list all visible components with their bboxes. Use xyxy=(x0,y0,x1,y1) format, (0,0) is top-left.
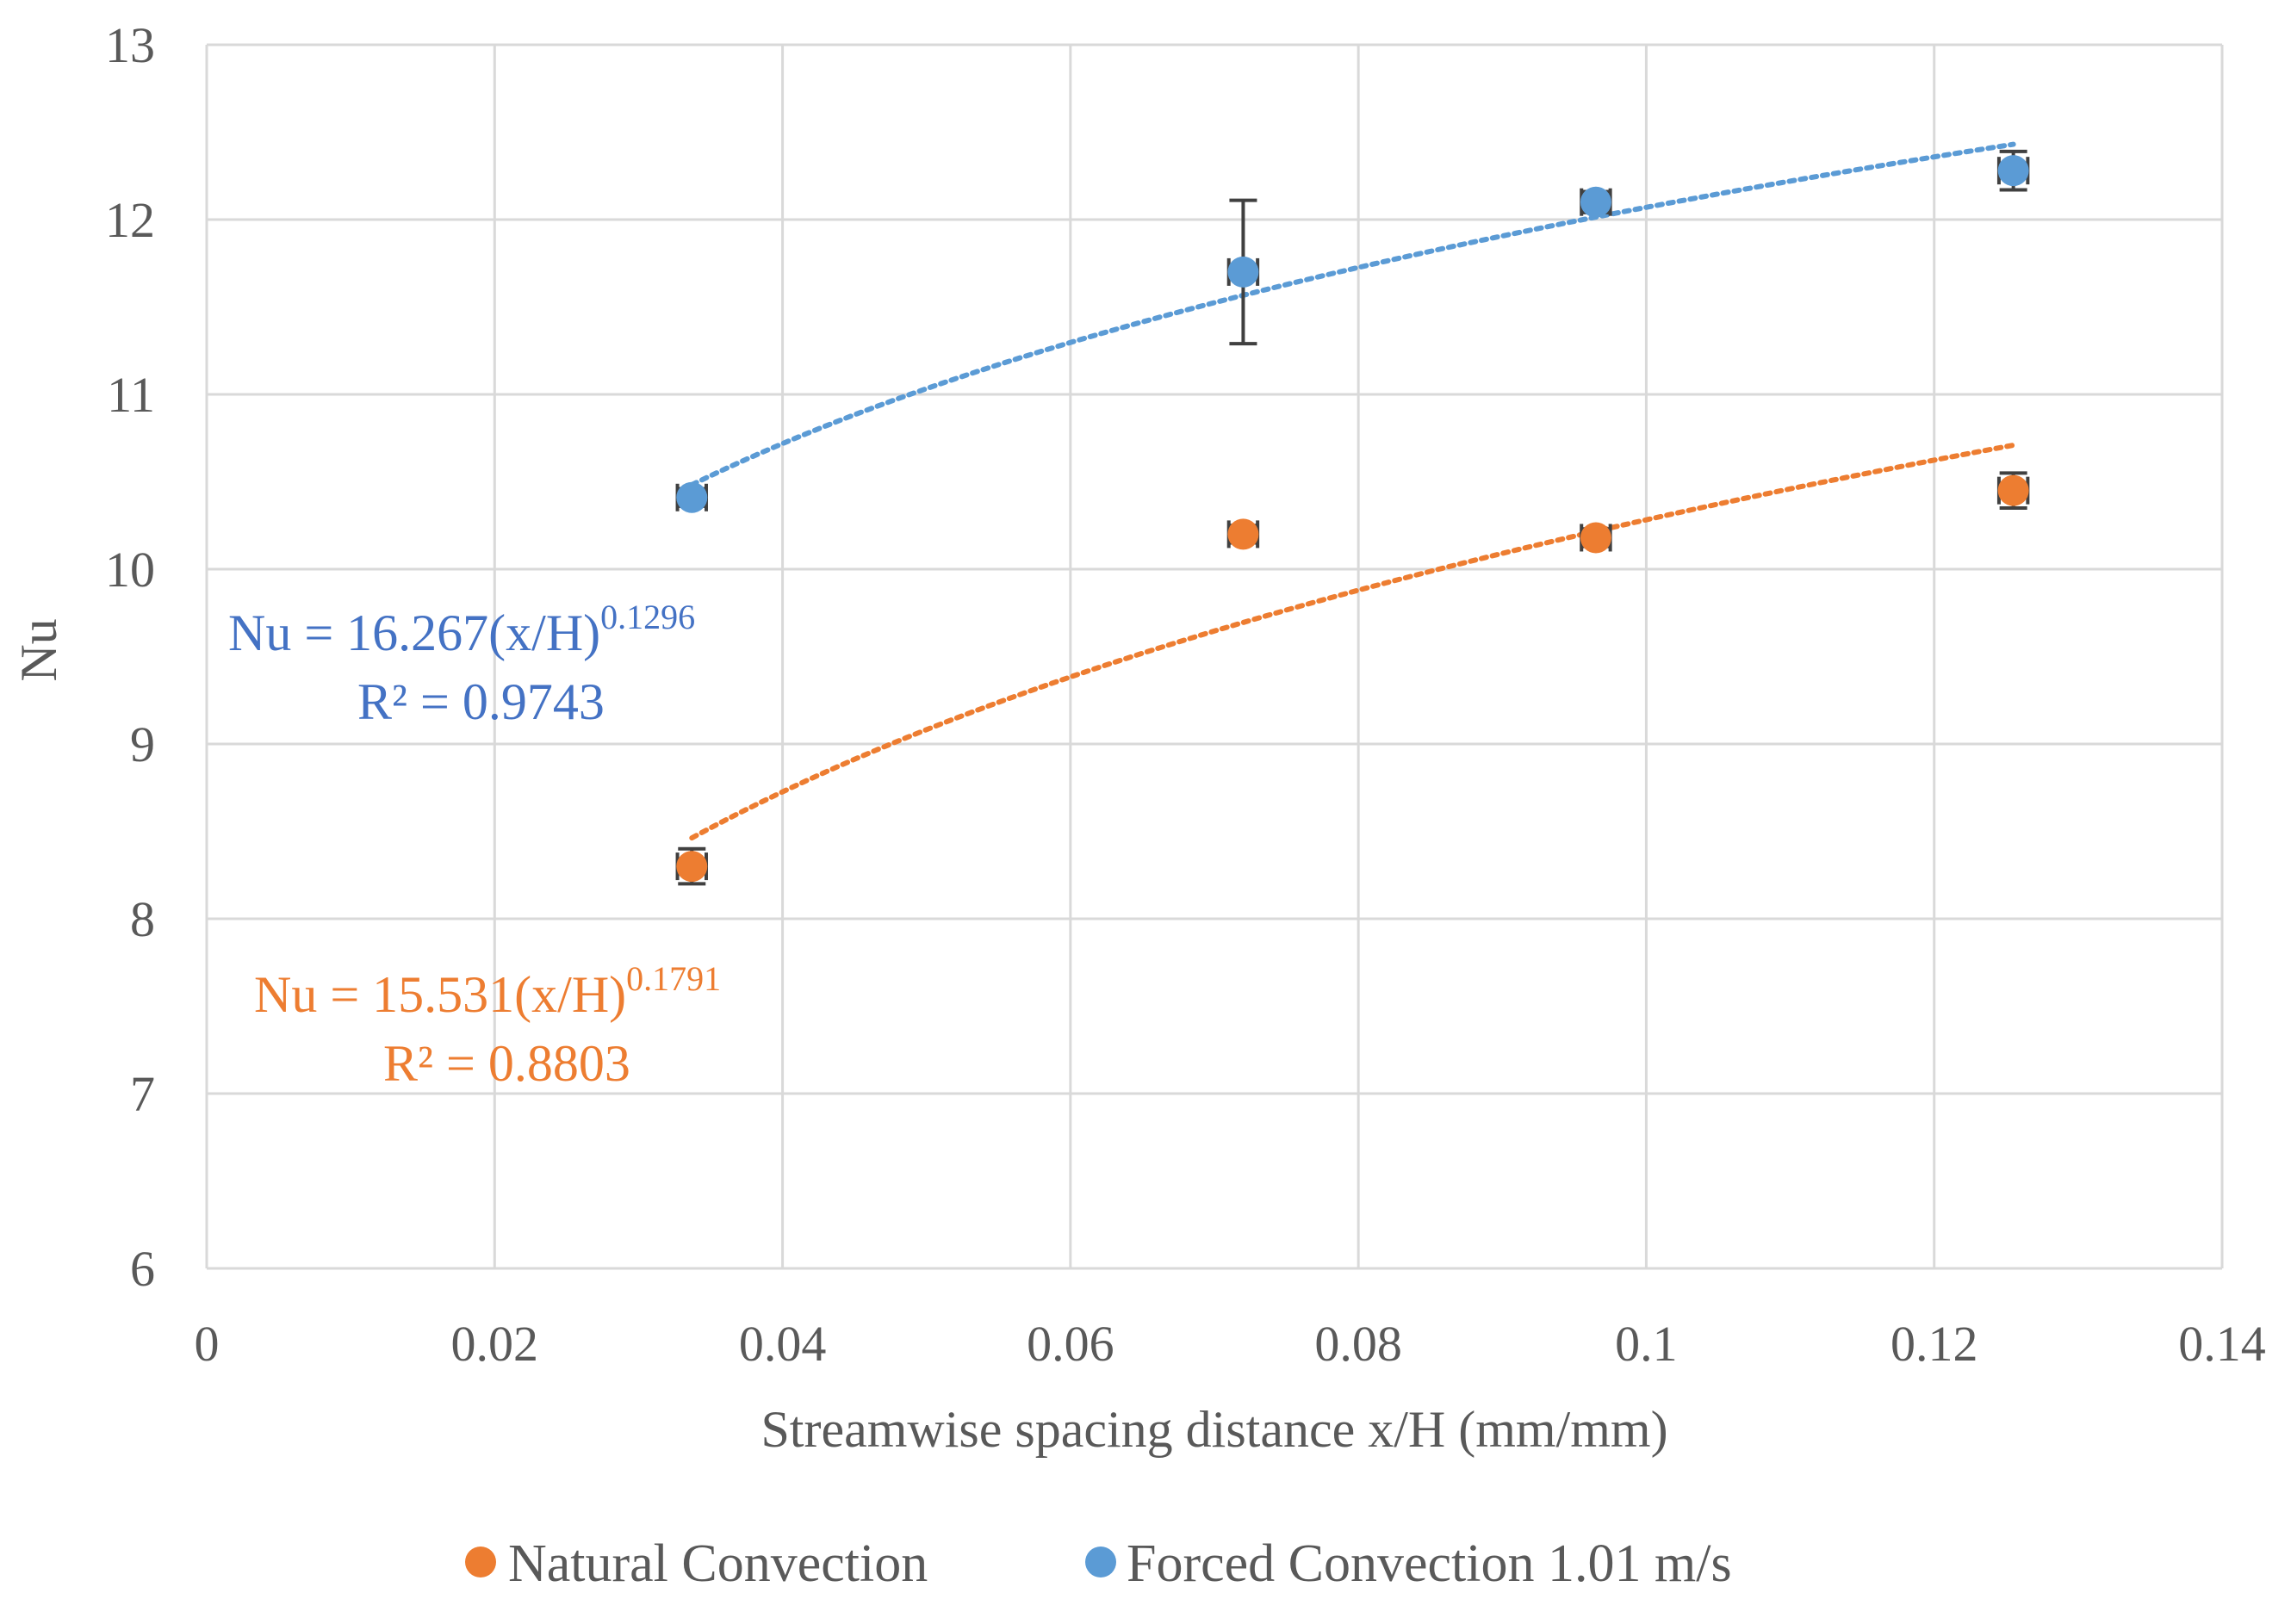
trendlines xyxy=(689,141,2016,841)
data-point-natural xyxy=(1997,474,2029,506)
x-tick-label: 0.04 xyxy=(739,1316,827,1372)
svg-text:Nu = 15.531(x/H)0.1791: Nu = 15.531(x/H)0.1791 xyxy=(254,959,721,1023)
trendline-forced xyxy=(689,141,2016,487)
data-point-natural xyxy=(1580,522,1611,554)
legend-label-natural: Natural Convection xyxy=(508,1534,928,1593)
legend-marker-natural xyxy=(465,1547,496,1578)
x-tick-label: 0 xyxy=(195,1316,220,1372)
x-axis-title: Streamwise spacing distance x/H (mm/mm) xyxy=(761,1401,1667,1458)
y-tick-label: 13 xyxy=(105,17,155,73)
y-tick-label: 10 xyxy=(105,542,155,598)
grid-lines xyxy=(205,43,2224,1270)
legend-item-forced: Forced Convection 1.01 m/s xyxy=(1085,1534,1732,1593)
y-tick-label: 9 xyxy=(130,716,155,772)
data-point-forced xyxy=(676,481,708,513)
x-tick-label: 0.08 xyxy=(1314,1316,1402,1372)
legend-item-natural: Natural Convection xyxy=(465,1534,928,1593)
x-tick-label: 0.06 xyxy=(1027,1316,1114,1372)
y-tick-label: 11 xyxy=(107,367,155,423)
forced-equation-text: Nu = 16.267(x/H) xyxy=(228,604,600,661)
x-tick-label: 0.12 xyxy=(1891,1316,1978,1372)
y-tick-label: 8 xyxy=(130,891,155,947)
y-tick-label: 7 xyxy=(130,1066,155,1122)
legend-label-forced: Forced Convection 1.01 m/s xyxy=(1127,1534,1732,1593)
svg-text:Nu = 16.267(x/H)0.1296: Nu = 16.267(x/H)0.1296 xyxy=(228,598,695,661)
tick-labels: 6 7 8 9 10 11 12 13 0 0.02 0.04 0.06 0.08 0.1 0.12 0.14 xyxy=(105,17,2266,1372)
x-tick-label: 0.1 xyxy=(1615,1316,1678,1372)
forced-equation-exponent: 0.1296 xyxy=(600,598,695,636)
data-point-natural xyxy=(1227,518,1259,550)
trendline-natural xyxy=(689,442,2016,841)
legend-marker-forced xyxy=(1085,1547,1116,1578)
x-tick-label: 0.02 xyxy=(451,1316,539,1372)
natural-equation-exponent: 0.1791 xyxy=(626,959,721,998)
data-point-forced xyxy=(1997,155,2029,187)
x-tick-label: 0.14 xyxy=(2178,1316,2266,1372)
forced-r2-text: R² = 0.9743 xyxy=(357,673,605,730)
forced-equation-annotation: Nu = 16.267(x/H)0.1296 R² = 0.9743 xyxy=(228,598,695,730)
error-bars xyxy=(675,149,2030,886)
data-point-natural xyxy=(676,851,708,883)
natural-equation-text: Nu = 15.531(x/H) xyxy=(254,966,626,1023)
data-points xyxy=(676,155,2029,883)
data-point-forced xyxy=(1580,186,1611,218)
y-tick-label: 12 xyxy=(105,192,155,248)
natural-r2-text: R² = 0.8803 xyxy=(383,1035,630,1092)
natural-equation-annotation: Nu = 15.531(x/H)0.1791 R² = 0.8803 xyxy=(254,959,721,1092)
data-point-forced xyxy=(1227,256,1259,288)
y-tick-label: 6 xyxy=(130,1241,155,1297)
legend: Natural Convection Forced Convection 1.0… xyxy=(465,1534,1732,1593)
y-axis-title: Nu xyxy=(10,618,67,681)
